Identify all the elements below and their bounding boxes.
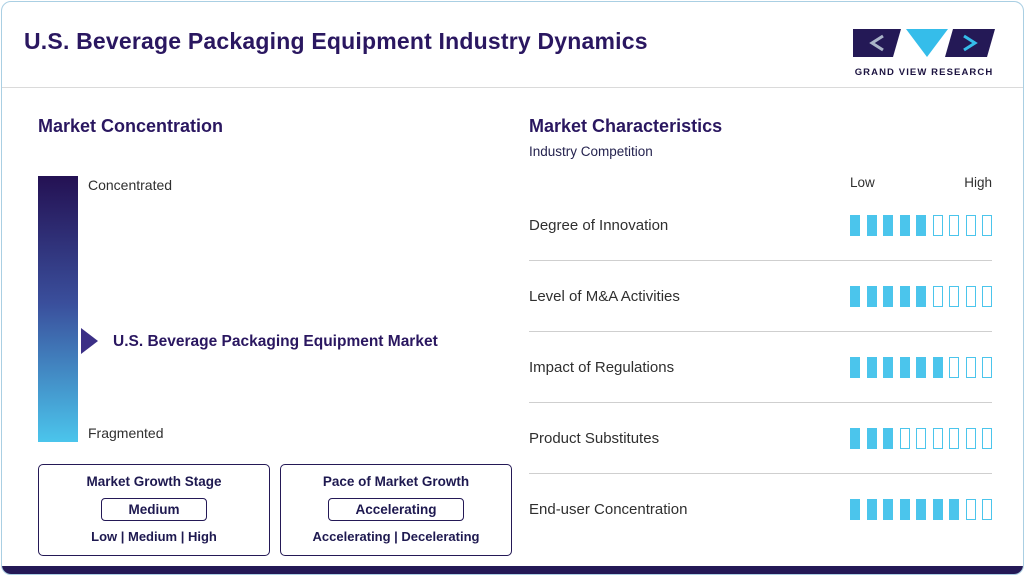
rating-segment-filled xyxy=(949,499,959,520)
rating-segment-filled xyxy=(932,356,943,378)
pace-of-growth-box: Pace of Market Growth Accelerating Accel… xyxy=(280,464,512,556)
rating-segment-empty xyxy=(965,356,976,378)
market-concentration-heading: Market Concentration xyxy=(38,116,224,136)
rating-segment-empty xyxy=(982,356,992,378)
rating-segment-filled xyxy=(932,499,943,520)
characteristic-label: Impact of Regulations xyxy=(529,358,675,376)
pace-title: Pace of Market Growth xyxy=(322,474,470,489)
rating-segment-empty xyxy=(932,285,943,307)
rating-segment-empty xyxy=(982,427,992,449)
rating-bar xyxy=(850,356,992,378)
rating-segment-empty xyxy=(899,427,910,449)
rating-segment-empty xyxy=(965,285,976,307)
market-position-arrow-icon xyxy=(81,328,98,354)
header-divider xyxy=(2,87,1023,88)
rating-segment-empty xyxy=(965,499,976,520)
rating-segment-filled xyxy=(899,214,910,236)
rating-segment-empty xyxy=(949,356,959,378)
bottom-accent-bar xyxy=(2,566,1023,574)
market-position-label: U.S. Beverage Packaging Equipment Market xyxy=(113,333,438,350)
rating-segment-empty xyxy=(932,214,943,236)
growth-stage-options: Low | Medium | High xyxy=(91,529,217,544)
rating-segment-empty xyxy=(982,214,992,236)
rating-bar xyxy=(850,285,992,307)
rating-segment-filled xyxy=(916,285,926,307)
rating-segment-empty xyxy=(932,427,943,449)
rating-segment-filled xyxy=(883,285,893,307)
rating-segment-filled xyxy=(883,499,893,520)
rating-segment-filled xyxy=(850,356,860,378)
growth-stage-title: Market Growth Stage xyxy=(86,474,222,489)
pace-value: Accelerating xyxy=(328,497,464,521)
rating-segment-filled xyxy=(916,499,926,520)
rating-segment-filled xyxy=(866,499,877,520)
rating-segment-empty xyxy=(982,285,992,307)
rating-bar xyxy=(850,427,992,449)
rating-bar xyxy=(850,214,992,236)
rating-segment-filled xyxy=(866,427,877,449)
rating-segment-filled xyxy=(866,285,877,307)
industry-competition-subheading: Industry Competition xyxy=(529,144,653,159)
market-characteristics-heading: Market Characteristics xyxy=(529,116,723,136)
characteristic-row: Product Substitutes xyxy=(529,403,992,474)
market-growth-stage-box: Market Growth Stage Medium Low | Medium … xyxy=(38,464,270,556)
characteristic-row: Impact of Regulations xyxy=(529,332,992,403)
logo-wordmark: GRAND VIEW RESEARCH xyxy=(854,67,994,78)
rating-segment-filled xyxy=(866,214,877,236)
grand-view-research-logo: GRAND VIEW RESEARCH xyxy=(853,28,995,78)
concentrated-label: Concentrated xyxy=(88,177,173,193)
rating-bar xyxy=(850,499,992,520)
rating-segment-filled xyxy=(850,285,860,307)
rating-segment-filled xyxy=(866,356,877,378)
characteristic-label: Product Substitutes xyxy=(529,429,660,447)
rating-segment-empty xyxy=(965,214,976,236)
characteristic-row: End-user Concentration xyxy=(529,474,992,545)
rating-segment-filled xyxy=(883,356,893,378)
rating-segment-empty xyxy=(949,285,959,307)
rating-segment-empty xyxy=(982,499,992,520)
rating-segment-filled xyxy=(899,356,910,378)
fragmented-label: Fragmented xyxy=(88,425,164,441)
rating-segment-filled xyxy=(916,356,926,378)
rating-segment-filled xyxy=(850,427,860,449)
rating-segment-filled xyxy=(883,214,893,236)
market-characteristics-panel: Market Characteristics Industry Competit… xyxy=(529,116,992,545)
characteristics-rows: Degree of Innovation Level of M&A Activit… xyxy=(529,190,992,545)
rating-segment-filled xyxy=(850,214,860,236)
rating-segment-empty xyxy=(949,214,959,236)
rating-segment-empty xyxy=(949,427,959,449)
characteristic-label: Degree of Innovation xyxy=(529,216,669,234)
rating-segment-filled xyxy=(916,214,926,236)
rating-segment-filled xyxy=(883,427,893,449)
rating-segment-empty xyxy=(916,427,926,449)
page-title: U.S. Beverage Packaging Equipment Indust… xyxy=(24,28,648,54)
growth-stage-value: Medium xyxy=(101,497,207,521)
pace-options: Accelerating | Decelerating xyxy=(312,529,480,544)
scale-low-label: Low xyxy=(850,175,875,190)
rating-segment-filled xyxy=(899,499,910,520)
gvr-logo-icon xyxy=(853,29,995,57)
rating-segment-filled xyxy=(850,499,860,520)
scale-high-label: High xyxy=(964,175,992,190)
concentration-gradient-bar xyxy=(38,176,78,442)
characteristic-row: Degree of Innovation xyxy=(529,190,992,261)
characteristic-row: Level of M&A Activities xyxy=(529,261,992,332)
characteristic-label: End-user Concentration xyxy=(529,501,688,518)
rating-scale-header: Low High xyxy=(529,175,992,190)
characteristic-label: Level of M&A Activities xyxy=(529,287,680,305)
rating-segment-filled xyxy=(899,285,910,307)
rating-segment-empty xyxy=(965,427,976,449)
